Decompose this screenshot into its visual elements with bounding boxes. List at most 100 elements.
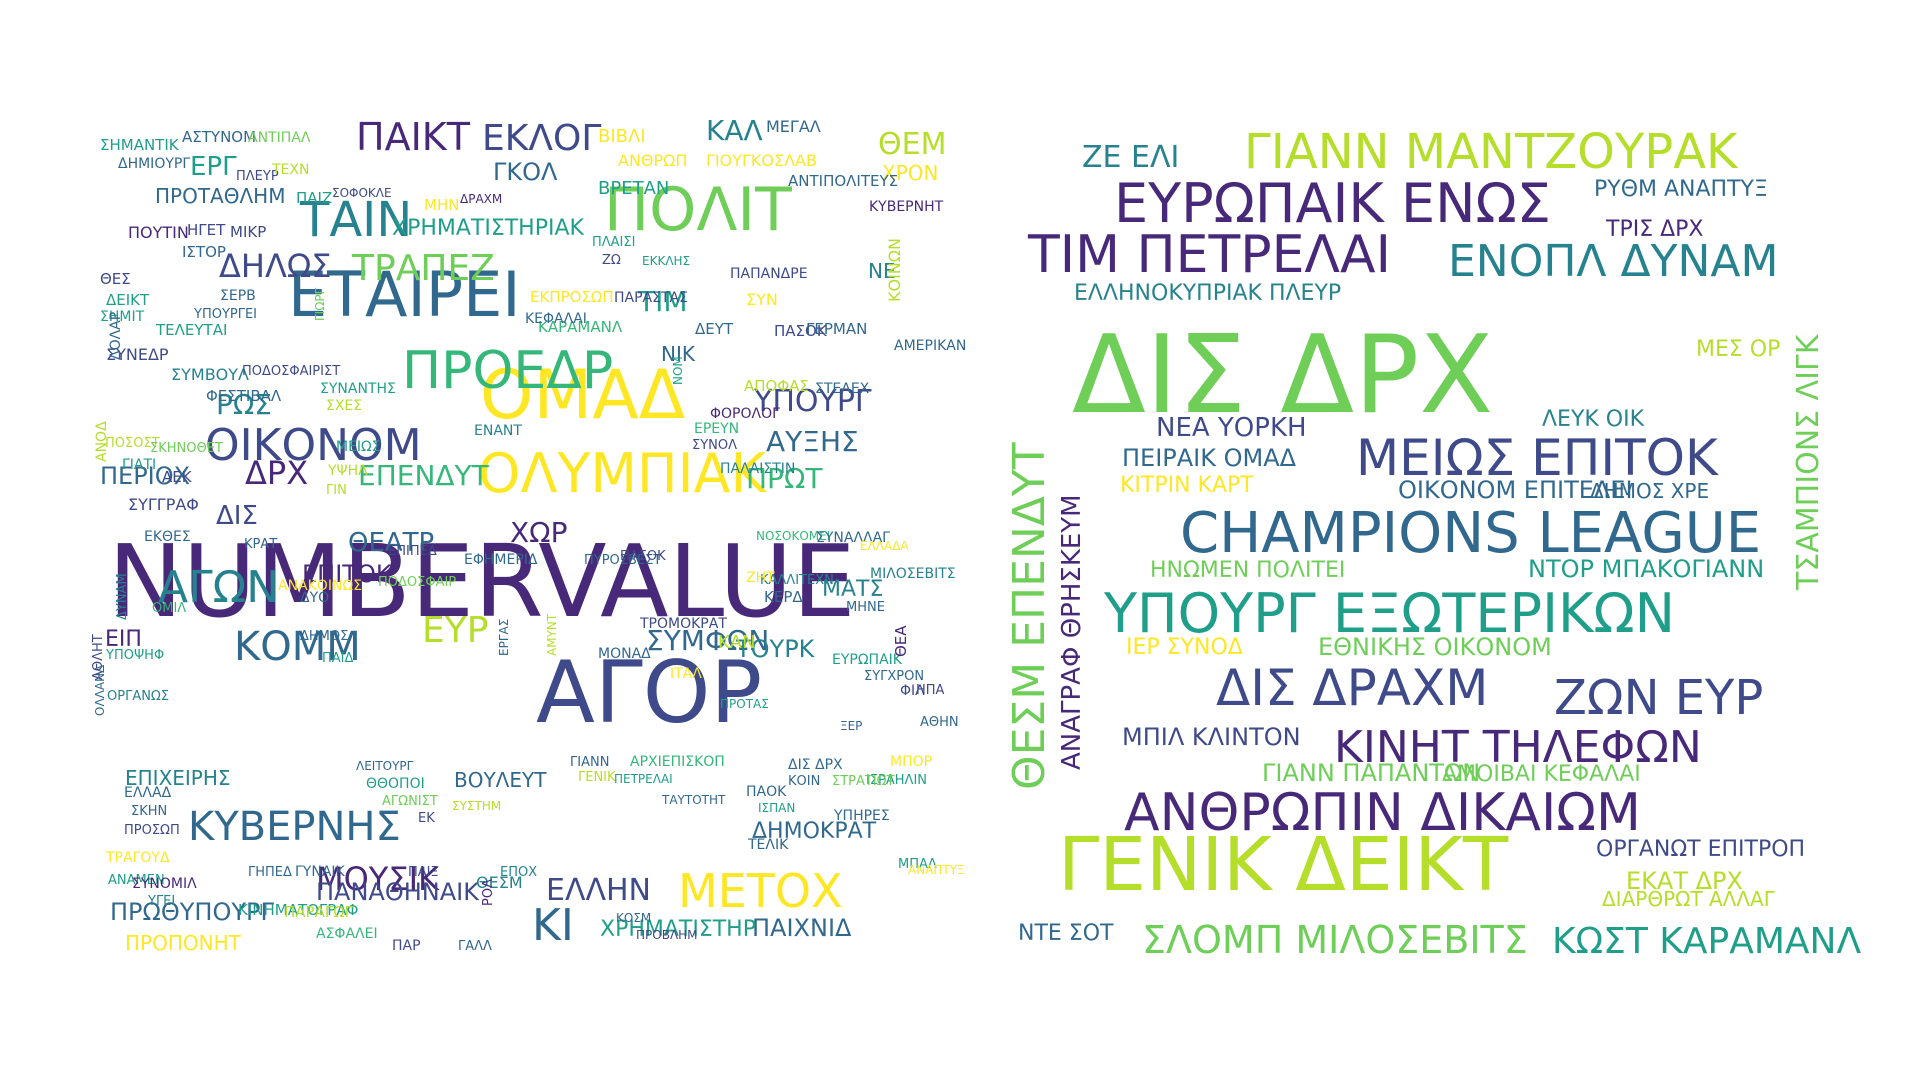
word-kinit-tilefon: ΚΙΝΗΤ ΤΗΛΕΦΩΝ — [1334, 722, 1702, 773]
word-papandre: ΠΑΠΑΝΔΡΕ — [730, 266, 808, 282]
word-kyvernis: ΚΥΒΕΡΝΗΣ — [188, 804, 401, 850]
word-anaptyx: ΑΝΑΠΤΥΞ — [908, 863, 965, 877]
word-kal: ΚΑΛ — [706, 114, 763, 147]
word-asfalei: ΑΣΦΑΛΕΙ — [316, 926, 378, 942]
word-symfon: ΣΥΜΦΩΝ — [646, 624, 769, 657]
word-synol: ΣΥΝΟΛ — [692, 438, 737, 453]
word-mats: ΜΑΤΣ — [822, 577, 883, 602]
word-toyrk: ΤΟΥΡΚ — [735, 635, 816, 663]
word-dimos: ΔΗΜΟΣ — [300, 629, 348, 644]
word-mpor: ΜΠΟΡ — [890, 754, 932, 770]
word-proponit: ΠΡΟΠΟΝΗΤ — [125, 931, 242, 955]
word-nom: ΝΟΜ — [671, 356, 685, 385]
word-kallitechn: ΚΑΛΛΙΤΕΧΝ — [760, 573, 834, 588]
word-gall: ΓΑΛΛ — [458, 939, 492, 954]
word-ekat-drch: ΕΚΑΤ ΔΡΧ — [1626, 867, 1743, 895]
word-serv: ΣΕΡΒ — [220, 288, 256, 304]
word-deikt: ΔΕΙΚΤ — [106, 291, 150, 309]
word-nosokomei: ΝΟΣΟΚΟΜΕΙ — [756, 529, 830, 543]
word-leyk-oik: ΛΕΥΚ ΟΙΚ — [1542, 407, 1645, 432]
word-syn: ΣΥΝ — [746, 290, 778, 309]
word-paichnid: ΠΑΙΧΝΙΔ — [752, 914, 852, 942]
word-paix: ΠΑΙΞ — [408, 865, 439, 880]
word-tris-drch: ΤΡΙΣ ΔΡΧ — [1605, 217, 1703, 242]
word-giann-mantzoyrak: ΓΙΑΝΝ ΜΑΝΤΖΟΥΡΑΚ — [1244, 124, 1739, 180]
word-ereyn: ΕΡΕΥΝ — [694, 421, 739, 437]
word-nik: ΝΙΚ — [661, 342, 696, 366]
word-synomil: ΣΥΝΟΜΙΛ — [132, 876, 197, 892]
word-par: ΠΑΡ — [392, 938, 421, 954]
word-ital: ΙΤΑΛ — [670, 666, 702, 682]
word-tim-petrelai: ΤΙΜ ΠΕΤΡΕΛΑΙ — [1027, 225, 1391, 285]
word-oikonom: ΟΙΚΟΝΟΜ — [205, 420, 422, 471]
word-teleytai: ΤΕΛΕΥΤΑΙ — [155, 321, 227, 339]
word-meios-epitok: ΜΕΙΩΣ ΕΠΙΤΟΚ — [1356, 429, 1719, 487]
word-champions-league: CHAMPIONS LEAGUE — [1180, 501, 1761, 566]
word-anakoinos: ΑΝΑΚΟΙΝΩΣ — [278, 578, 362, 594]
word-archiepiskop: ΑΡΧΙΕΠΙΣΚΟΠ — [630, 754, 725, 770]
word-omad: ΟΜΑΔ — [480, 356, 685, 435]
word-epicheiris: ΕΠΙΧΕΙΡΗΣ — [125, 766, 231, 790]
word-ergas: ΕΡΓΑΣ — [497, 619, 511, 656]
word-german: ΓΕΡΜΑΝ — [806, 320, 867, 338]
word-perioch: ΠΕΡΙΟΧ — [100, 462, 190, 490]
word-anagraf-thriskeym: ΑΝΑΓΡΑΦ ΘΡΗΣΚΕΥΜ — [1057, 494, 1087, 770]
word-amoivai-kefalai: ΑΜΟΙΒΑΙ ΚΕΦΑΛΑΙ — [1442, 762, 1641, 787]
word-synantis: ΣΥΝΑΝΤΗΣ — [320, 381, 396, 397]
word-agon: ΑΓΩΝ — [158, 562, 279, 613]
word-vivli: ΒΙΒΛΙ — [598, 126, 646, 147]
word-etairei: ΕΤΑΙΡΕΙ — [288, 258, 521, 331]
word-megal: ΜΕΓΑΛ — [766, 117, 821, 136]
word-taytotit: ΤΑΥΤΟΤΗΤ — [661, 793, 726, 807]
word-tromokrat: ΤΡΟΜΟΚΡΑΤ — [639, 616, 727, 632]
word-kost-karamanl: ΚΩΣΤ ΚΑΡΑΜΑΝΛ — [1552, 921, 1861, 962]
word-chrimatistiriak: ΧΡΗΜΑΤΙΣΤΗΡΙΑΚ — [392, 216, 585, 241]
word-giped: ΓΗΠΕΔ — [248, 865, 292, 880]
word-ellinokypriak-pleyr: ΕΛΛΗΝΟΚΥΠΡΙΑΚ ΠΛΕΥΡ — [1074, 281, 1341, 306]
word-skin: ΣΚΗΝ — [131, 804, 167, 819]
word-kitrin-kart: ΚΙΤΡΙΝ ΚΑΡΤ — [1120, 473, 1254, 498]
word-athin: ΑΘΗΝ — [920, 715, 959, 730]
word-olland: ΟΛΛΑΝΔ — [93, 664, 107, 716]
word-athlit: ΑΘΛΗΤ — [91, 634, 106, 680]
word-organos: ΟΡΓΑΝΩΣ — [107, 689, 169, 704]
word-eyropaik: ΕΥΡΩΠΑΙΚ — [832, 652, 903, 668]
word-panathinaik: ΠΑΝΑΘΗΝΑΙΚ — [316, 878, 480, 906]
word-dolar: ΔΟΛΑΡ — [108, 312, 124, 360]
word-mpal: ΜΠΑΛ — [898, 857, 937, 872]
word-istor: ΙΣΤΟΡ — [182, 243, 226, 261]
word-thesm-ependyt: ΘΕΣΜ ΕΠΕΝΔΥΤ — [1004, 442, 1055, 790]
word-ependyt: ΕΠΕΝΔΥΤ — [358, 459, 490, 492]
word-pasok: ΠΑΣΟΚ — [620, 549, 666, 564]
word-ypoyrg: ΥΠΟΥΡΓ — [753, 384, 872, 419]
word-numbervalue: NUMBERVALUE — [108, 523, 856, 640]
word-monad: ΜΟΝΑΔ — [598, 646, 651, 662]
word-kosm: ΚΟΣΜ — [616, 911, 651, 925]
word-ekklis: ΕΚΚΛΗΣ — [642, 254, 690, 268]
word-sches: ΣΧΕΣ — [326, 398, 362, 414]
word-chron: ΧΡΟΝ — [882, 161, 938, 185]
word-anamen: ΑΝΑΜΕΝ — [108, 873, 165, 888]
word-them: ΘΕΜ — [878, 127, 946, 162]
word-ki: ΚΙ — [532, 900, 574, 951]
word-pyrosvest: ΠΥΡΟΣΒΕΣΤ — [584, 553, 661, 568]
word-giati: ΓΙΑΤΙ — [122, 457, 156, 473]
word-nte-sot: ΝΤΕ ΣΟΤ — [1018, 921, 1114, 946]
word-ne: ΝΕ — [868, 259, 896, 283]
word-protathlim: ΠΡΟΤΑΘΛΗΜ — [155, 184, 285, 208]
word-rol: ΡΟΛ — [481, 879, 496, 906]
word-chrimatistir: ΧΡΗΜΑΤΙΣΤΗΡ — [600, 917, 756, 942]
word-chor: ΧΩΡ — [510, 516, 567, 549]
word-krat: ΚΡΑΤ — [244, 537, 277, 552]
word-anthropin-dikaiom: ΑΝΘΡΩΠΙΝ ΔΙΚΑΙΩΜ — [1124, 783, 1641, 843]
word-symvoyl: ΣΥΜΒΟΥΛ — [171, 365, 249, 384]
word-dilos: ΔΗΛΩΣ — [219, 247, 332, 285]
word-thea: ΘΕΑ — [892, 625, 910, 657]
word-tain: ΤΑΙΝ — [299, 192, 412, 248]
word-ypsil: ΥΨΗΛ — [327, 463, 368, 479]
word-zit: ΖΗΤ — [746, 570, 775, 586]
word-prothypoyrg: ΠΡΩΘΥΠΟΥΡΓ — [110, 898, 274, 926]
word-sofokle: ΣΟΦΟΚΛΕ — [332, 186, 392, 200]
word-epiped: ΕΠΙΠΕΔ — [388, 544, 437, 559]
word-fil: ΦΙΛ — [900, 683, 925, 699]
